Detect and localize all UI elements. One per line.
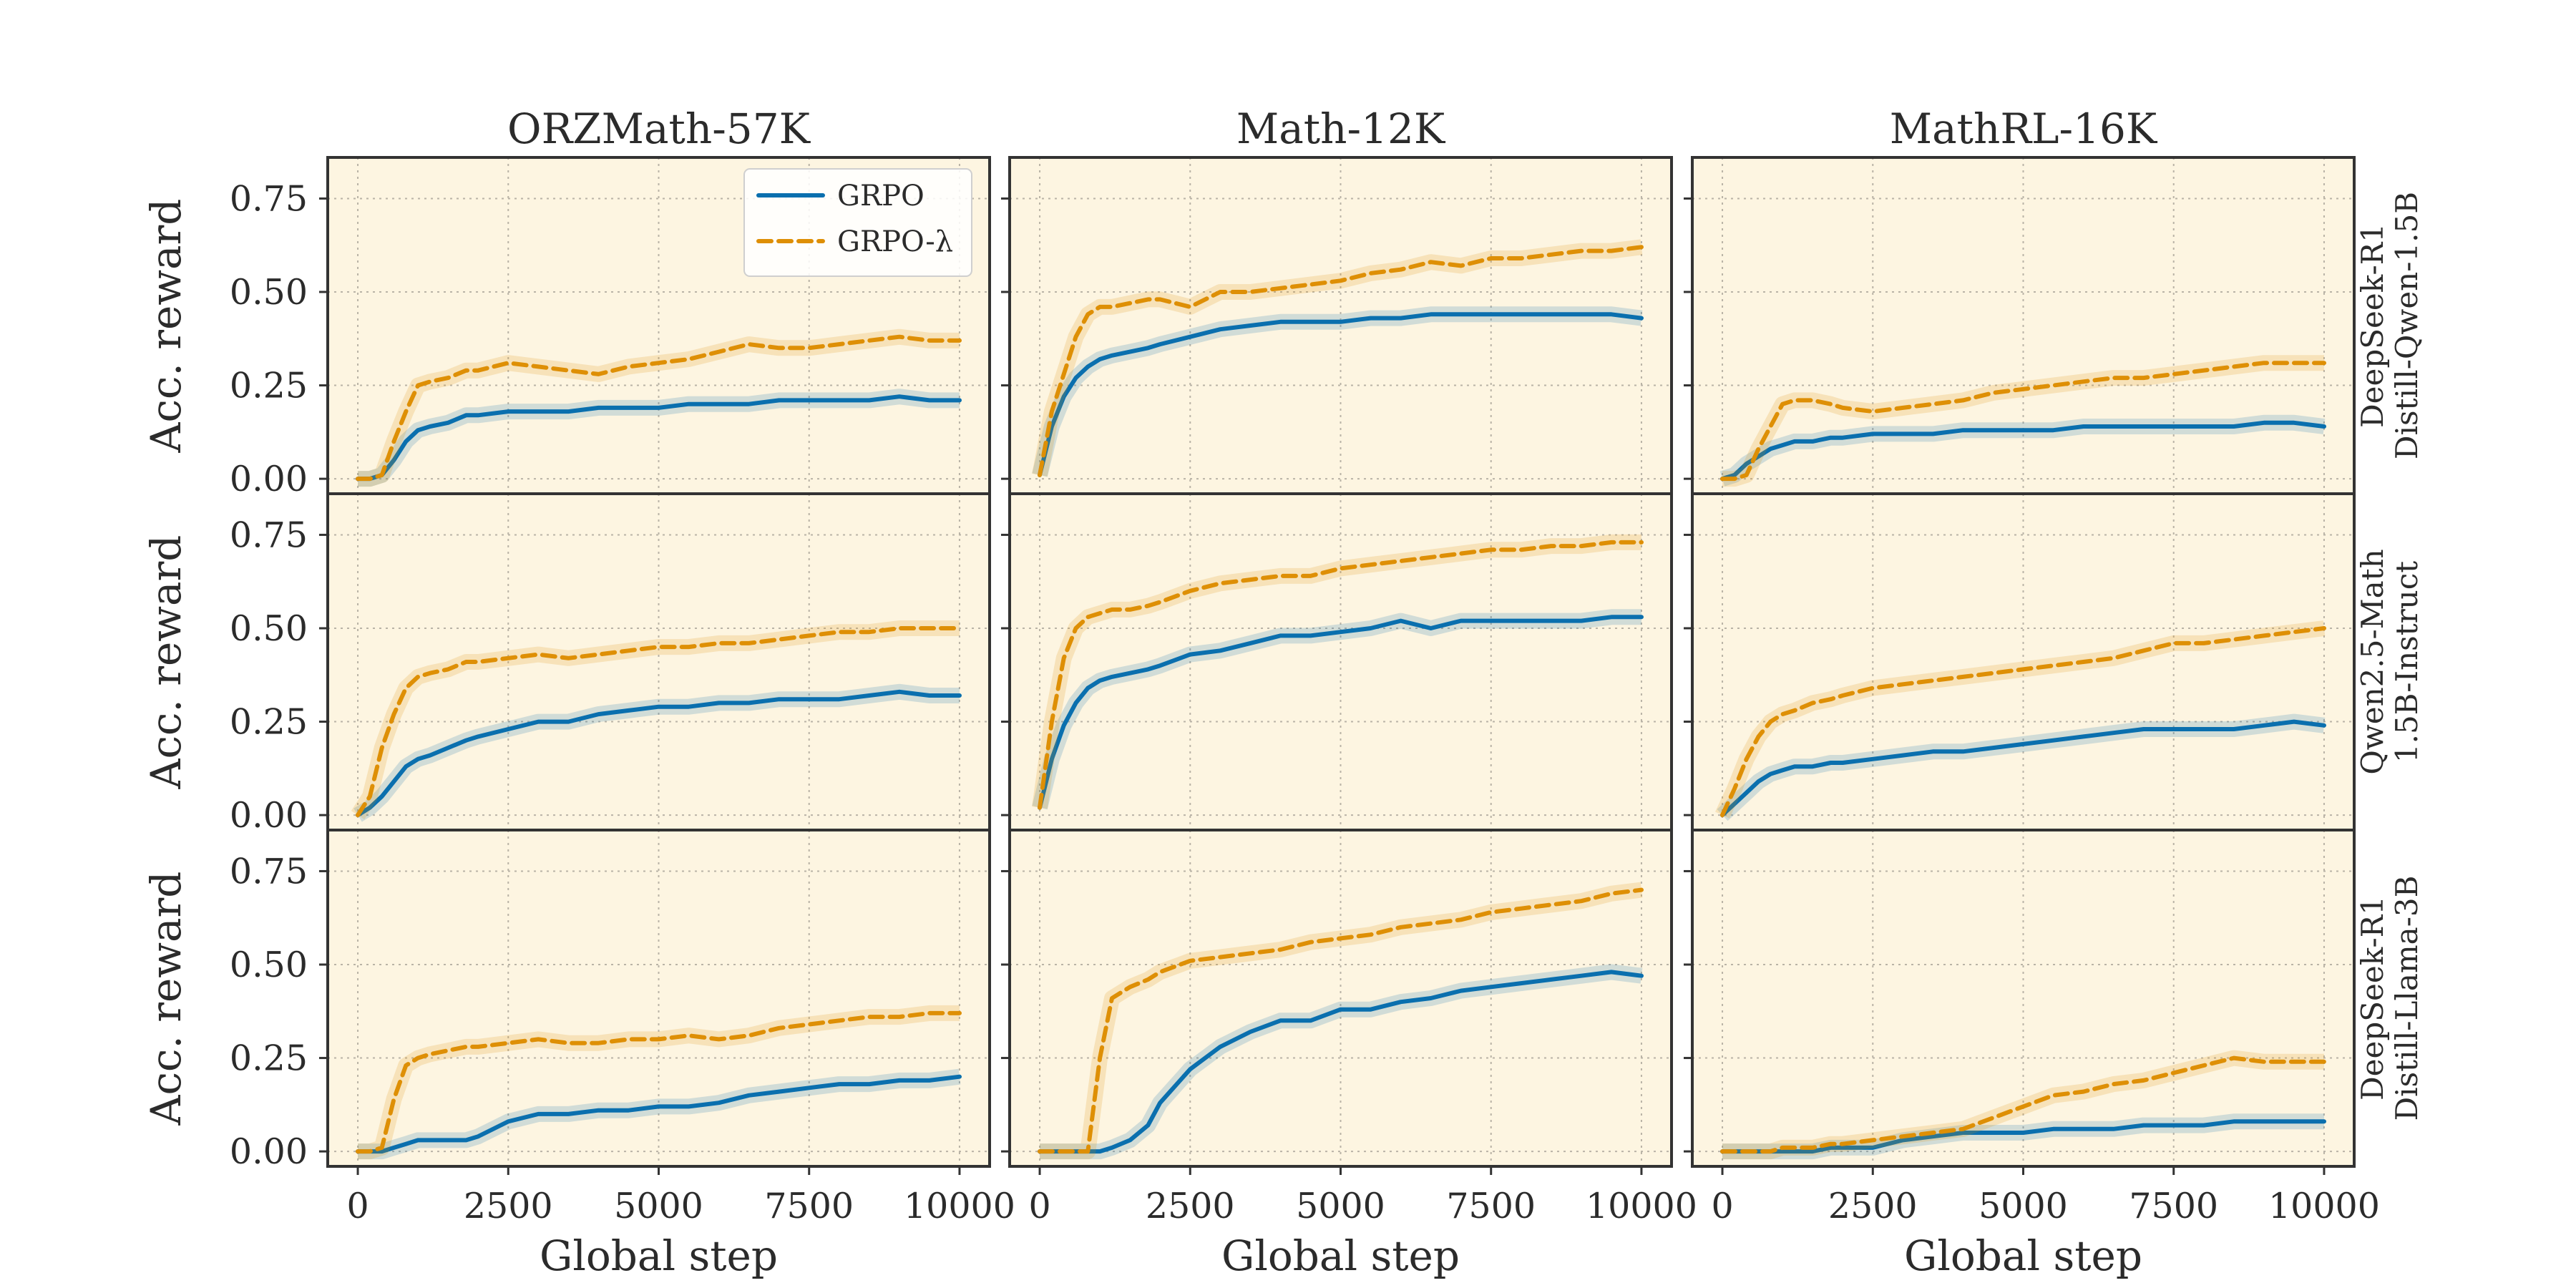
x-axis-label: Global step <box>540 1231 778 1280</box>
series-line-grpo-lambda <box>1720 361 2326 482</box>
x-tick-label: 5000 <box>1296 1186 1385 1226</box>
series-group <box>1715 620 2326 821</box>
x-tick-label: 10000 <box>1586 1186 1697 1226</box>
y-tick-label: 0.25 <box>230 702 308 743</box>
panel-r2-c2: 0 2500 5000 7500 10000 <box>1684 829 2380 1226</box>
series-line-grpo-lambda <box>356 334 962 482</box>
row-label: DeepSeek-R1 <box>2355 223 2390 428</box>
row-label: 1.5B-Instruct <box>2389 561 2424 763</box>
x-tick-label: 10000 <box>2268 1186 2380 1226</box>
series-line-grpo <box>356 689 962 818</box>
series-group <box>1032 534 1644 810</box>
legend-label-grpo-lambda: GRPO-λ <box>837 225 953 258</box>
series-line-grpo-lambda <box>356 1010 962 1154</box>
series-line-grpo <box>356 1074 962 1154</box>
y-tick-label: 0.00 <box>230 1131 308 1172</box>
y-tick-label: 0.00 <box>230 459 308 499</box>
series-line-grpo-lambda <box>1720 626 2326 818</box>
panel-r0-c1 <box>1001 156 1673 495</box>
y-tick-label: 0.75 <box>230 178 308 219</box>
column-title: Math-12K <box>1236 104 1446 153</box>
column-title: ORZMath-57K <box>507 104 811 153</box>
y-tick-label: 0.50 <box>230 608 308 649</box>
panel-r2-c0: 0.00 0.25 0.50 0.75 0 2500 5000 7500 10000 <box>230 829 1015 1226</box>
panel-r1-c2 <box>1684 492 2356 831</box>
series-group <box>1032 239 1644 477</box>
row-label: Distill-Qwen-1.5B <box>2389 192 2424 459</box>
x-tick-label: 7500 <box>764 1186 854 1226</box>
x-tick-label: 7500 <box>2129 1186 2218 1226</box>
series-line-grpo <box>356 394 962 482</box>
y-tick-label: 0.75 <box>230 514 308 555</box>
x-tick-label: 5000 <box>614 1186 703 1226</box>
series-line-grpo-lambda <box>1038 887 1644 1154</box>
series-line-grpo-lambda <box>356 626 962 818</box>
x-tick-label: 7500 <box>1446 1186 1536 1226</box>
legend: GRPO GRPO-λ <box>743 168 972 277</box>
y-tick-label: 0.50 <box>230 945 308 985</box>
x-tick-label: 2500 <box>1828 1186 1918 1226</box>
row-label: DeepSeek-R1 <box>2355 896 2390 1101</box>
y-tick-label: 0.75 <box>230 851 308 892</box>
panel-r1-c0: 0.00 0.25 0.50 0.75 <box>230 492 991 836</box>
series-group <box>1038 882 1644 1160</box>
y-axis-label: Acc. reward <box>142 872 190 1126</box>
x-tick-label: 0 <box>1028 1186 1050 1226</box>
legend-label-grpo: GRPO <box>837 180 924 213</box>
y-tick-label: 0.25 <box>230 366 308 406</box>
series-group <box>1719 355 2326 487</box>
x-tick-label: 0 <box>1711 1186 1733 1226</box>
y-tick-label: 0.00 <box>230 795 308 836</box>
column-title: MathRL-16K <box>1890 104 2158 153</box>
series-group <box>356 328 962 487</box>
series-group <box>356 1005 962 1160</box>
series-group <box>351 620 962 822</box>
series-line-grpo <box>1038 312 1644 477</box>
x-axis-label: Global step <box>1904 1231 2142 1280</box>
y-axis-label: Acc. reward <box>142 535 190 790</box>
panel-r2-c1: 0 2500 5000 7500 10000 <box>1001 829 1697 1226</box>
series-group <box>1720 1050 2326 1160</box>
series-line-grpo-lambda <box>1038 540 1644 810</box>
row-label: Qwen2.5-Math <box>2355 549 2390 774</box>
series-line-grpo <box>1038 615 1644 810</box>
x-tick-label: 10000 <box>904 1186 1015 1226</box>
series-line-grpo-lambda <box>1720 1055 2326 1154</box>
series-line-grpo-lambda <box>1038 245 1644 477</box>
x-tick-label: 2500 <box>1146 1186 1235 1226</box>
y-axis-label: Acc. reward <box>142 199 190 454</box>
x-axis-label: Global step <box>1221 1231 1460 1280</box>
x-tick-label: 0 <box>346 1186 369 1226</box>
row-label: Distill-Llama-3B <box>2389 875 2424 1121</box>
x-tick-label: 5000 <box>1979 1186 2068 1226</box>
x-tick-label: 2500 <box>464 1186 553 1226</box>
series-line-grpo <box>1720 719 2326 818</box>
panel-r1-c1 <box>1001 492 1673 831</box>
series-line-grpo <box>1720 420 2326 482</box>
panel-r0-c2 <box>1684 156 2356 495</box>
y-tick-label: 0.25 <box>230 1038 308 1079</box>
y-tick-label: 0.50 <box>230 272 308 313</box>
